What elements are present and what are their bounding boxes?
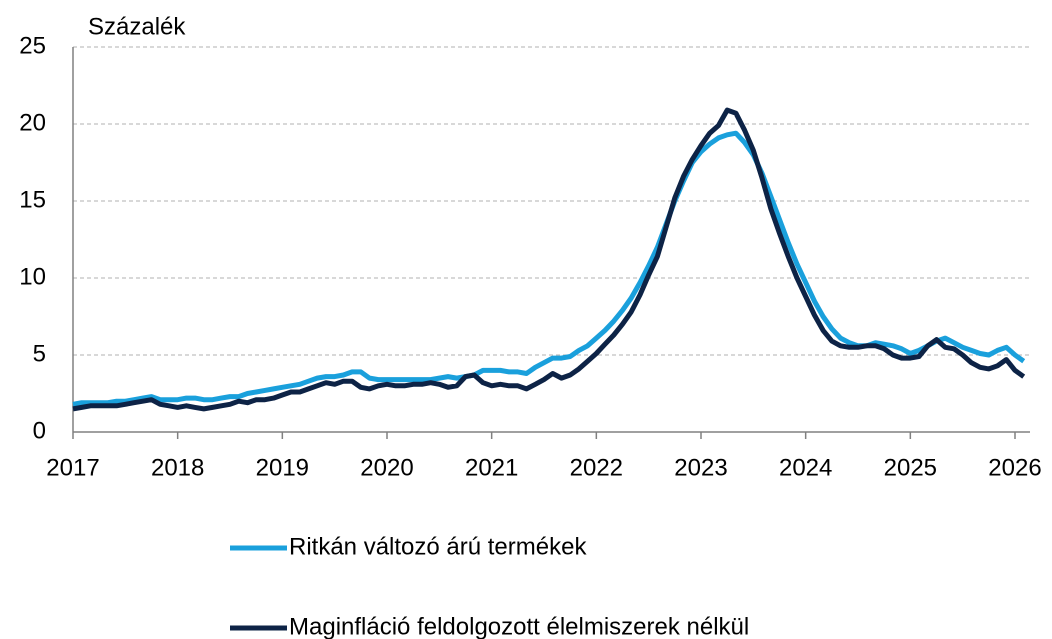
- x-tick-label: 2019: [256, 454, 309, 481]
- y-tick-label: 0: [33, 417, 46, 444]
- x-tick-label: 2017: [46, 454, 99, 481]
- x-tick-label: 2021: [465, 454, 518, 481]
- y-tick-label: 25: [19, 32, 46, 59]
- x-tick-label: 2020: [360, 454, 413, 481]
- x-tick-label: 2025: [884, 454, 937, 481]
- y-tick-label: 5: [33, 340, 46, 367]
- legend-label: Ritkán változó árú termékek: [289, 533, 587, 560]
- x-tick-label: 2018: [151, 454, 204, 481]
- x-tick-label: 2026: [988, 454, 1041, 481]
- series-line: [72, 130, 1026, 407]
- x-tick-label: 2024: [779, 454, 832, 481]
- series-line: [72, 107, 1026, 412]
- y-axis-label: Százalék: [88, 13, 186, 40]
- y-tick-label: 10: [19, 263, 46, 290]
- x-tick-label: 2023: [674, 454, 727, 481]
- x-tick-label: 2022: [570, 454, 623, 481]
- y-tick-label: 20: [19, 109, 46, 136]
- y-tick-label: 15: [19, 186, 46, 213]
- legend-label: Maginfláció feldolgozott élelmiszerek né…: [289, 613, 749, 639]
